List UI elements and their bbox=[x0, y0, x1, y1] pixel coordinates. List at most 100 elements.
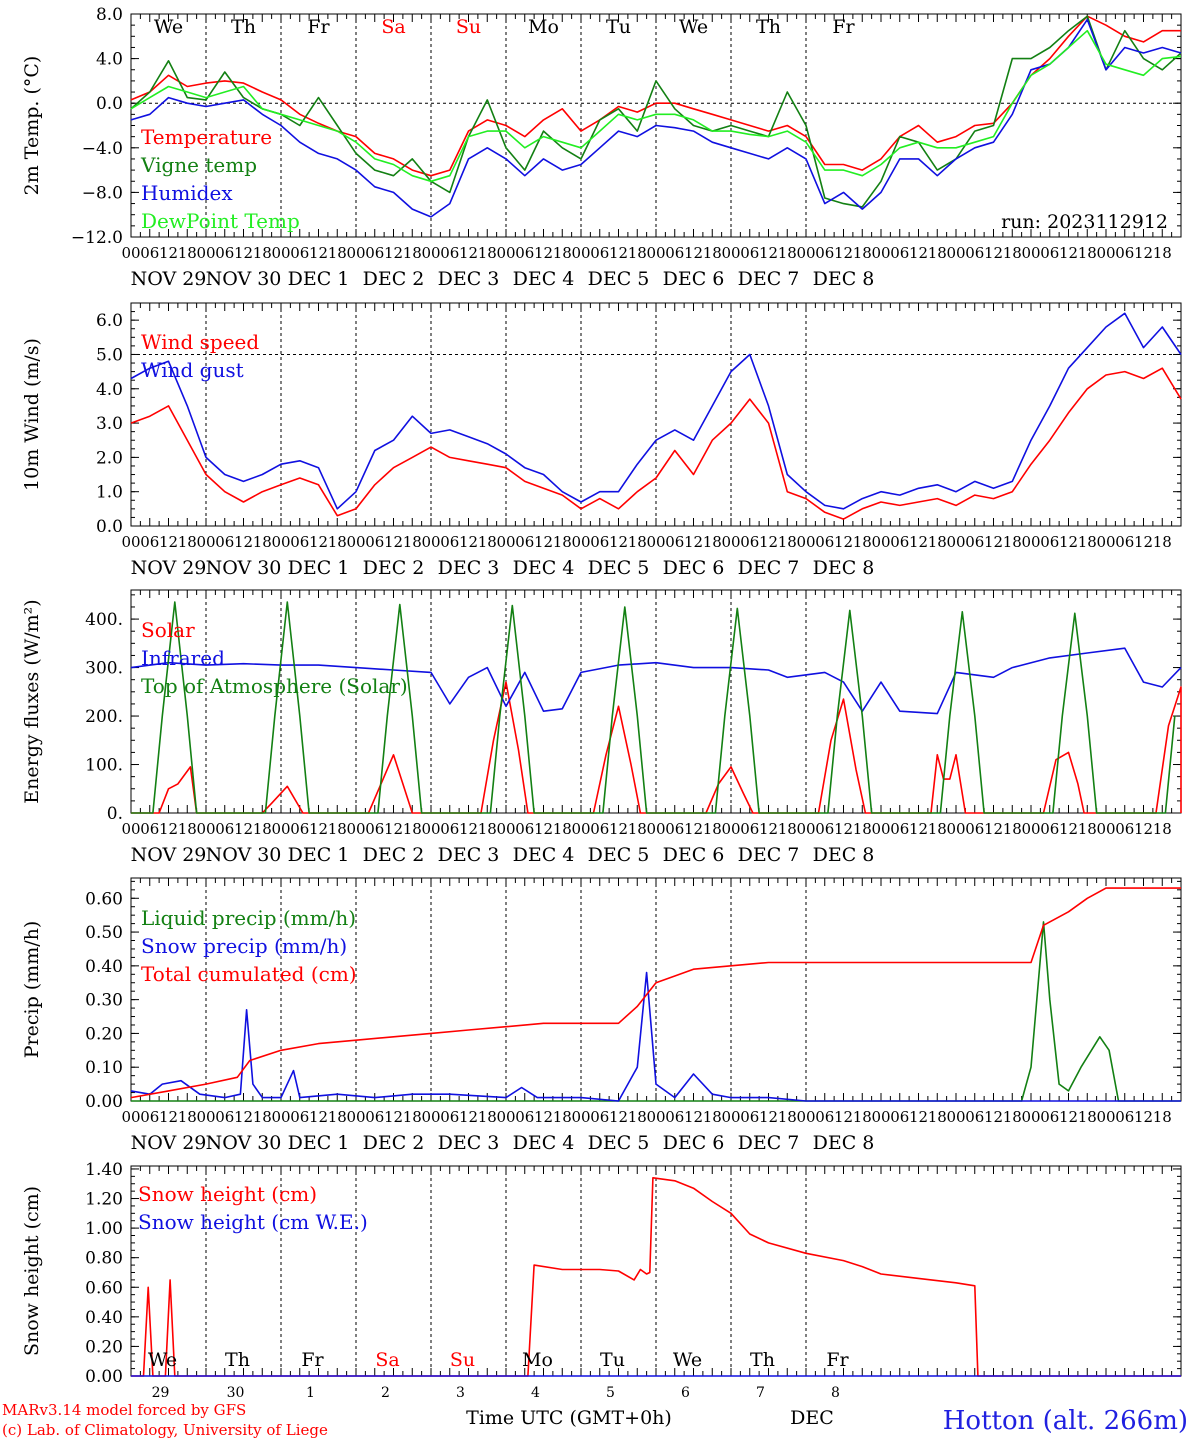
hour-tick-label: 06 bbox=[815, 1108, 834, 1126]
hour-tick-label: 18 bbox=[478, 820, 497, 838]
hour-tick-label: 12 bbox=[459, 1108, 478, 1126]
hour-tick-label: 12 bbox=[684, 1108, 703, 1126]
hour-tick-label: 06 bbox=[665, 244, 684, 262]
date-label: DEC 1 bbox=[288, 844, 350, 866]
legend-entry: Humidex bbox=[141, 181, 233, 205]
hour-tick-label: 18 bbox=[778, 820, 797, 838]
hour-tick-label: 06 bbox=[290, 244, 309, 262]
date-label: DEC 7 bbox=[738, 1132, 800, 1154]
hour-tick-label: 12 bbox=[1134, 244, 1153, 262]
hour-tick-label: 18 bbox=[253, 533, 272, 551]
hour-tick-label: 00 bbox=[121, 244, 140, 262]
weekday-label: Fr bbox=[826, 1349, 849, 1371]
legend-entry: Liquid precip (mm/h) bbox=[141, 906, 356, 930]
hour-tick-label: 12 bbox=[384, 820, 403, 838]
hour-tick-label: 00 bbox=[121, 820, 140, 838]
hour-tick-label: 12 bbox=[534, 533, 553, 551]
date-label: DEC 5 bbox=[588, 268, 650, 290]
y-tick-label: 0.0 bbox=[96, 517, 123, 537]
y-tick-label: 1.0 bbox=[96, 483, 123, 503]
weekday-label: Fr bbox=[307, 16, 330, 38]
hour-tick-label: 00 bbox=[946, 1108, 965, 1126]
legend-entry: Top of Atmosphere (Solar) bbox=[141, 674, 408, 698]
weekday-label: Th bbox=[756, 16, 781, 38]
run-annotation: run: 2023112912 bbox=[1001, 211, 1168, 233]
date-label: NOV 29 bbox=[131, 268, 207, 290]
hour-tick-label: 06 bbox=[515, 533, 534, 551]
y-axis-label: 2m Temp. (°C) bbox=[21, 56, 43, 196]
date-label: DEC 2 bbox=[363, 268, 425, 290]
hour-tick-label: 18 bbox=[328, 533, 347, 551]
hour-tick-label: 06 bbox=[140, 820, 159, 838]
hour-tick-label: 00 bbox=[871, 820, 890, 838]
hour-tick-label: 00 bbox=[421, 1108, 440, 1126]
hour-tick-label: 12 bbox=[909, 1108, 928, 1126]
hour-tick-label: 06 bbox=[440, 533, 459, 551]
day-number-label: 8 bbox=[831, 1385, 840, 1401]
hour-tick-label: 18 bbox=[178, 820, 197, 838]
hour-tick-label: 18 bbox=[703, 820, 722, 838]
y-tick-label: 0.40 bbox=[85, 957, 123, 977]
hour-tick-label: 00 bbox=[271, 1108, 290, 1126]
date-label: DEC 4 bbox=[513, 1132, 575, 1154]
hour-tick-label: 00 bbox=[271, 533, 290, 551]
legend-entry: DewPoint Temp bbox=[141, 209, 300, 233]
hour-tick-label: 12 bbox=[234, 244, 253, 262]
hour-tick-label: 18 bbox=[703, 244, 722, 262]
date-label: DEC 5 bbox=[588, 1132, 650, 1154]
hour-tick-label: 18 bbox=[1153, 1108, 1172, 1126]
weekday-label: Mo bbox=[528, 16, 559, 38]
date-label: DEC 7 bbox=[738, 268, 800, 290]
hour-tick-label: 18 bbox=[1078, 1108, 1097, 1126]
weekday-label: Su bbox=[450, 1349, 475, 1371]
panel-4: 0.60 0.50 0.40 0.30 0.20 0.10 0.00 Precip (mm/h… bbox=[21, 877, 1182, 1154]
hour-tick-label: 00 bbox=[1021, 820, 1040, 838]
hour-tick-label: 00 bbox=[346, 1108, 365, 1126]
legend-entry: Solar bbox=[141, 618, 195, 642]
hour-tick-label: 06 bbox=[515, 244, 534, 262]
hour-tick-label: 18 bbox=[1003, 244, 1022, 262]
hour-tick-label: 00 bbox=[871, 1108, 890, 1126]
hour-tick-label: 12 bbox=[459, 244, 478, 262]
panel-5: 1.40 1.20 1.00 0.80 0.60 0.40 0.20 0.00 Snow hei… bbox=[21, 1160, 1182, 1401]
hour-tick-label: 12 bbox=[534, 244, 553, 262]
hour-tick-label: 18 bbox=[253, 820, 272, 838]
hour-tick-label: 06 bbox=[590, 244, 609, 262]
hour-tick-label: 00 bbox=[121, 533, 140, 551]
day-number-label: 3 bbox=[456, 1385, 465, 1401]
hour-tick-label: 06 bbox=[965, 244, 984, 262]
hour-tick-label: 00 bbox=[1096, 1108, 1115, 1126]
hour-tick-label: 18 bbox=[553, 244, 572, 262]
hour-tick-label: 06 bbox=[440, 820, 459, 838]
series-line-humidex bbox=[130, 18, 1182, 218]
hour-tick-label: 18 bbox=[328, 244, 347, 262]
hour-tick-label: 00 bbox=[796, 1108, 815, 1126]
hour-tick-label: 12 bbox=[234, 820, 253, 838]
hour-tick-label: 06 bbox=[890, 820, 909, 838]
date-label: DEC 7 bbox=[738, 557, 800, 579]
hour-tick-label: 06 bbox=[215, 244, 234, 262]
date-label: DEC 1 bbox=[288, 1132, 350, 1154]
panel-3: 400. 300. 200. 100. 0. Energy fluxes (W/m²) So… bbox=[21, 589, 1182, 866]
plot-frame bbox=[130, 302, 1182, 527]
day-number-label: 30 bbox=[227, 1385, 245, 1401]
hour-tick-label: 06 bbox=[515, 820, 534, 838]
hour-tick-label: 18 bbox=[853, 244, 872, 262]
legend-entry: Snow precip (mm/h) bbox=[141, 934, 347, 958]
hour-tick-label: 12 bbox=[534, 1108, 553, 1126]
weekday-label: Th bbox=[231, 16, 256, 38]
hour-tick-label: 18 bbox=[928, 533, 947, 551]
y-tick-label: 0.00 bbox=[85, 1367, 123, 1387]
series-line-snow-height-cm bbox=[131, 1177, 1181, 1377]
hour-tick-label: 06 bbox=[290, 533, 309, 551]
hour-tick-label: 00 bbox=[421, 820, 440, 838]
day-number-label: 29 bbox=[152, 1385, 170, 1401]
hour-tick-label: 12 bbox=[759, 820, 778, 838]
hour-tick-label: 12 bbox=[834, 820, 853, 838]
panel-1: 8.0 4.0 0.0 −4.0 −8.0 −12.0 2m Temp. (°C) Tempe… bbox=[21, 5, 1182, 290]
y-tick-label: 3.0 bbox=[96, 414, 123, 434]
series-line-snow-precip-mm-h bbox=[130, 971, 1181, 1102]
y-axis-label: Snow height (cm) bbox=[21, 1186, 43, 1356]
hour-tick-label: 18 bbox=[553, 533, 572, 551]
